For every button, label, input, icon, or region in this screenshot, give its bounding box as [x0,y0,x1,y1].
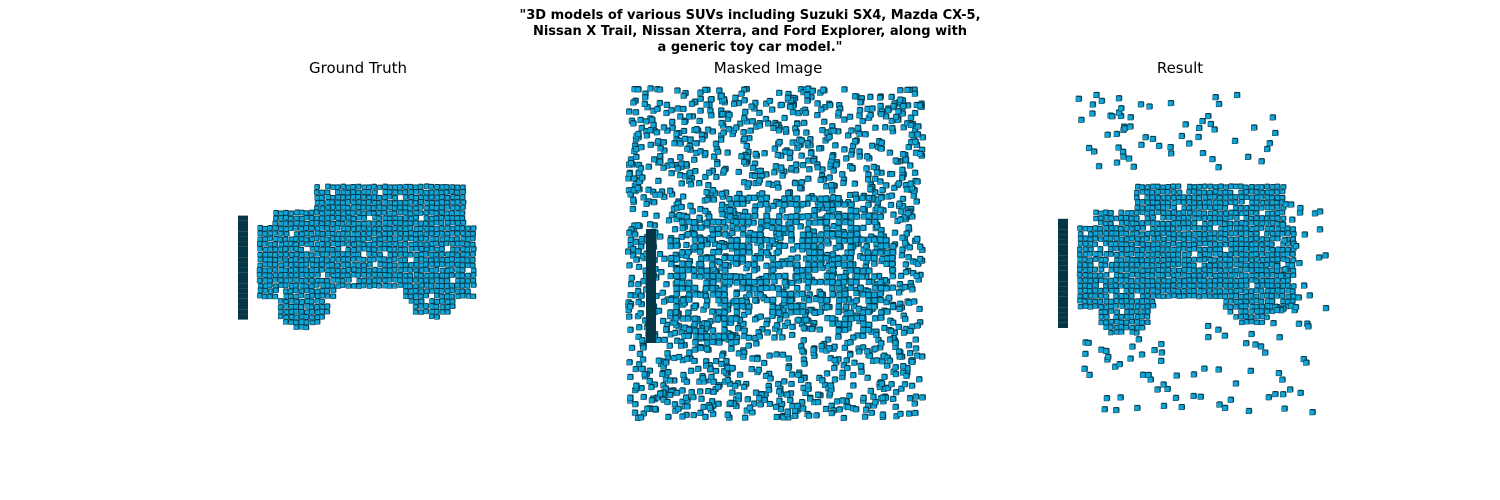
voxel-plot-ground-truth [238,183,477,331]
panel-title-result: Result [1156,59,1204,77]
voxel-plot-result [1058,91,1330,416]
panel-masked-image [610,80,940,425]
panel-title-masked-image: Masked Image [713,59,823,77]
figure-suptitle: "3D models of various SUVs including Suz… [519,8,981,55]
panel-title-ground-truth: Ground Truth [309,59,407,77]
panel-result [1040,80,1340,420]
panel-ground-truth [200,80,520,420]
voxel-plot-masked-image [625,85,927,422]
